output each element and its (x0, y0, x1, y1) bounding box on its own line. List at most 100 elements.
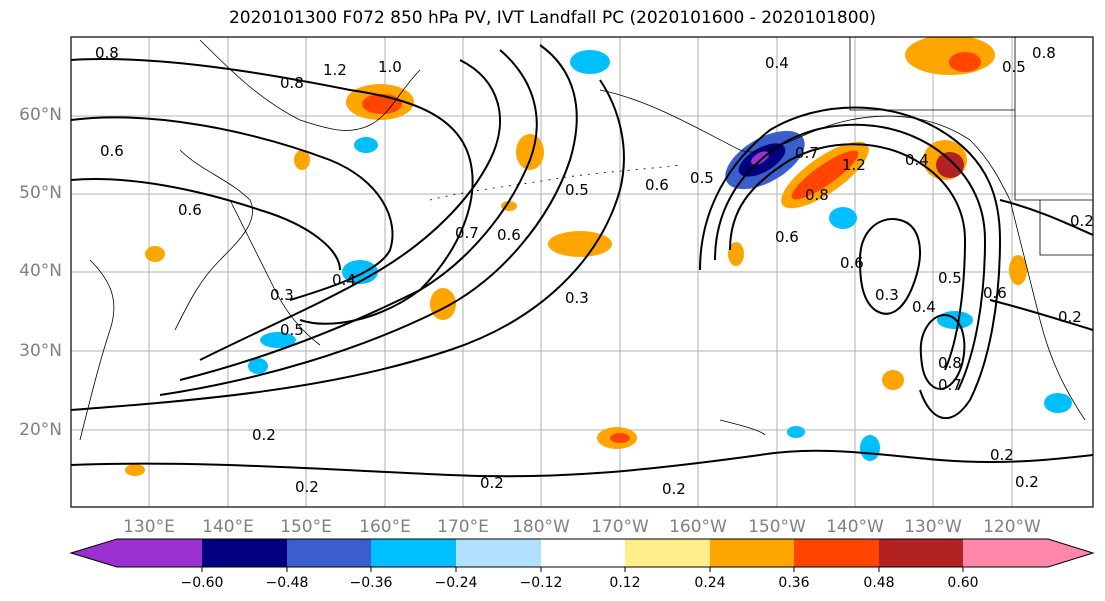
colorbar-extend-min (71, 539, 117, 567)
colorbar-cell (287, 539, 371, 567)
contour-line (858, 218, 921, 315)
contour-label: 0.4 (912, 298, 936, 316)
contour-label: 0.8 (280, 74, 304, 92)
coastline (174, 149, 253, 331)
contour-label: 0.6 (775, 228, 799, 246)
contour-label: 0.2 (662, 480, 686, 498)
contour-label: 0.2 (990, 446, 1014, 464)
contour-label: 0.7 (938, 376, 962, 394)
coastline (79, 259, 115, 441)
gridlines (71, 37, 1093, 507)
contour-label: 0.3 (565, 289, 589, 307)
contour-label: 0.2 (252, 426, 276, 444)
lon-label: 140°E (202, 517, 254, 537)
coastlines (79, 37, 1093, 441)
contour-labels: 0.8 1.2 1.0 0.8 0.6 0.6 0.4 0.7 0.6 0.5 … (95, 44, 1094, 498)
contour-label: 0.3 (875, 286, 899, 304)
colorbar-extend-max (1048, 539, 1093, 567)
colorbar-tick-label: 0.60 (947, 575, 978, 591)
longitude-labels: 130°E 140°E 150°E 160°E 170°E 180°W 170°W 160°W… (123, 517, 1041, 537)
contour-line (989, 299, 1093, 331)
pv-positive-patch (548, 231, 612, 257)
contour-label: 0.4 (905, 151, 929, 169)
contour-label: 0.6 (100, 142, 124, 160)
pv-positive-patch (516, 134, 544, 170)
contour-line (699, 106, 1002, 420)
contour-line (759, 449, 1093, 464)
lon-label: 150°W (748, 517, 806, 537)
contour-line (919, 314, 966, 390)
pv-positive-patch (125, 464, 145, 476)
contour-label: 0.5 (280, 321, 304, 339)
lon-label: 160°E (359, 517, 411, 537)
colorbar-tick-label: 0.12 (609, 575, 640, 591)
lon-label: 150°E (280, 517, 332, 537)
lon-label: 120°W (983, 517, 1041, 537)
pv-positive-patch (905, 37, 995, 75)
coastline (599, 89, 1011, 201)
contour-line (199, 59, 501, 361)
contour-label: 0.8 (805, 186, 829, 204)
colorbar-tick-label: 0.36 (778, 575, 809, 591)
border (849, 37, 1016, 111)
pv-positive-core (791, 150, 859, 200)
colorbar-outline (69, 538, 1095, 568)
contour-label: 0.2 (1058, 308, 1082, 326)
colorbar-tick-label: −0.24 (435, 575, 478, 591)
lon-label: 170°W (591, 517, 649, 537)
contour-label: 0.3 (270, 286, 294, 304)
pv-positive-core (936, 152, 964, 178)
pv-positive-patch (294, 150, 310, 170)
map-title: 2020101300 F072 850 hPa PV, IVT Landfall… (228, 8, 876, 28)
contour-line (729, 143, 967, 371)
lon-label: 170°E (437, 517, 489, 537)
colorbar-cell (625, 539, 710, 567)
contour-label: 0.8 (95, 44, 119, 62)
colorbar-cell (879, 539, 963, 567)
contour-label: 0.4 (332, 271, 356, 289)
colorbar-cell (456, 539, 541, 567)
contour-line (71, 178, 341, 271)
contour-label: 0.6 (840, 254, 864, 272)
contour-label: 0.4 (765, 54, 789, 72)
pv-negative-patch (248, 358, 268, 374)
contour-label: 0.5 (938, 269, 962, 287)
contour-line (71, 58, 474, 325)
pv-positive-patch (1009, 255, 1027, 285)
contour-line (714, 123, 987, 391)
contour-label: 0.6 (497, 226, 521, 244)
coastline (1009, 199, 1086, 421)
contour-label: 0.6 (983, 284, 1007, 302)
pv-negative-patch (860, 435, 880, 461)
contour-line (159, 44, 578, 396)
border (1014, 110, 1093, 201)
contour-label: 0.5 (690, 169, 714, 187)
contour-label: 0.2 (1015, 473, 1039, 491)
contour-label: 0.7 (455, 224, 479, 242)
colorbar-tick-label: 0.48 (863, 575, 894, 591)
colorbar-cell (794, 539, 879, 567)
contour-label: 0.8 (938, 354, 962, 372)
pv-negative-patch (1044, 393, 1072, 413)
lat-label: 20°N (19, 420, 62, 440)
lon-label: 130°E (123, 517, 175, 537)
pv-negative-patch (354, 137, 378, 153)
contour-line (179, 49, 538, 381)
lon-label: 160°W (669, 517, 727, 537)
lon-label: 140°W (826, 517, 884, 537)
pv-negative-patch (570, 50, 610, 74)
pv-positive-patch (145, 246, 165, 262)
ivt-contours (71, 44, 1093, 478)
border (1039, 200, 1093, 256)
colorbar: −0.60 −0.48 −0.36 −0.24 −0.12 0.12 0.24 0.36 0.4… (69, 538, 1095, 591)
lat-label: 40°N (19, 261, 62, 281)
pv-positive-patch (882, 370, 904, 390)
colorbar-tick-label: −0.60 (181, 575, 224, 591)
colorbar-cell (541, 539, 625, 567)
lon-label: 130°W (904, 517, 962, 537)
colorbar-tick-label: 0.24 (694, 575, 725, 591)
contour-label: 0.2 (1070, 212, 1094, 230)
lat-label: 30°N (19, 341, 62, 361)
contour-label: 0.2 (295, 478, 319, 496)
